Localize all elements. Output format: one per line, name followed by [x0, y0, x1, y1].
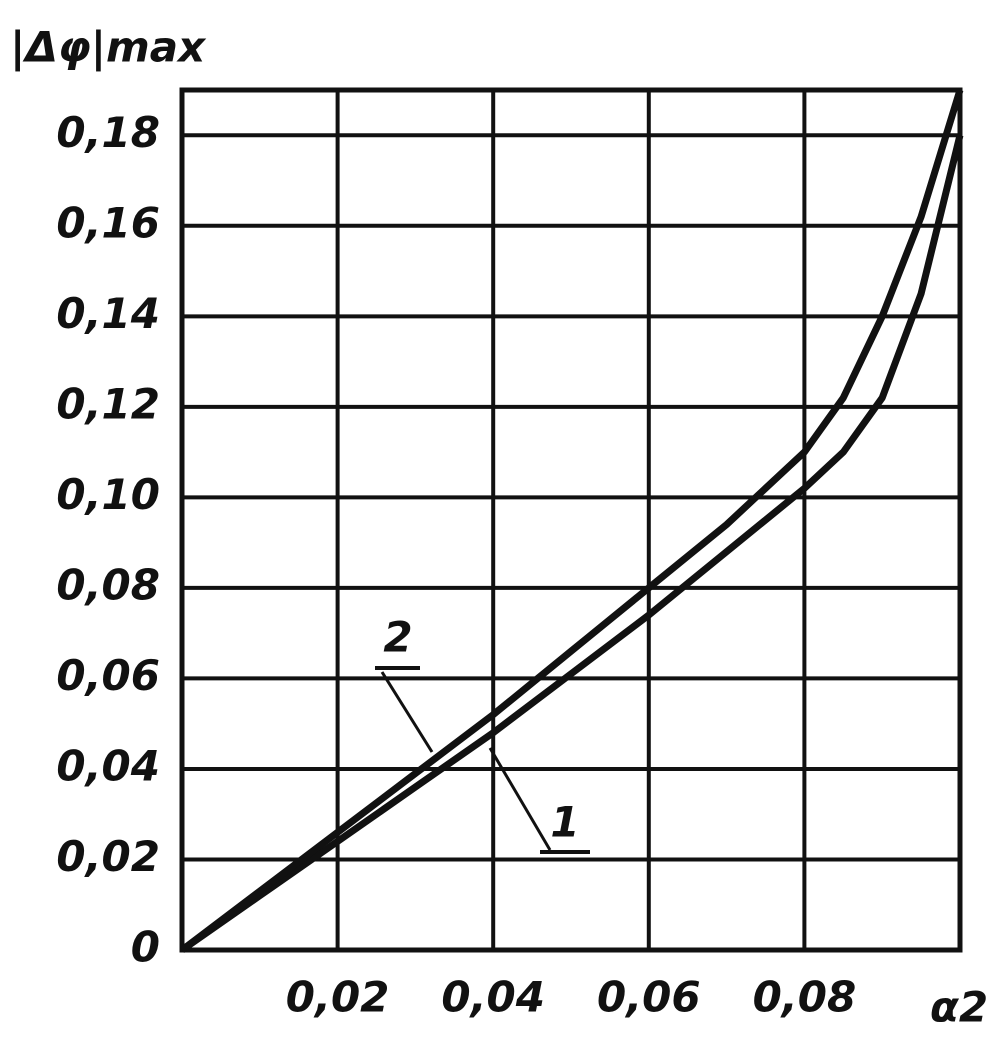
y-tick-label: 0,04: [56, 741, 160, 790]
x-axis-label: α2: [930, 983, 988, 1032]
y-tick-label: 0,10: [56, 470, 160, 519]
leader-line: [380, 671, 434, 753]
y-tick-label: 0,14: [56, 289, 160, 338]
y-tick-label: 0: [131, 923, 160, 972]
y-tick-label: 0,12: [56, 379, 160, 428]
y-tick-label: 0,18: [56, 108, 160, 157]
curve-label: 2: [383, 613, 412, 662]
y-axis-label: |Δφ|max: [10, 23, 207, 72]
leader-line: [488, 747, 552, 851]
y-tick-label: 0,06: [56, 651, 160, 700]
curve: [179, 134, 964, 953]
x-tick-label: 0,08: [753, 973, 857, 1022]
x-tick-label: 0,02: [286, 973, 390, 1022]
x-tick-label: 0,04: [441, 973, 545, 1022]
curve-label: 1: [550, 798, 579, 847]
curve: [179, 88, 964, 953]
x-tick-label: 0,06: [597, 973, 701, 1022]
y-tick-label: 0,08: [56, 560, 160, 609]
y-tick-label: 0,16: [56, 198, 160, 247]
y-tick-label: 0,02: [56, 832, 160, 881]
